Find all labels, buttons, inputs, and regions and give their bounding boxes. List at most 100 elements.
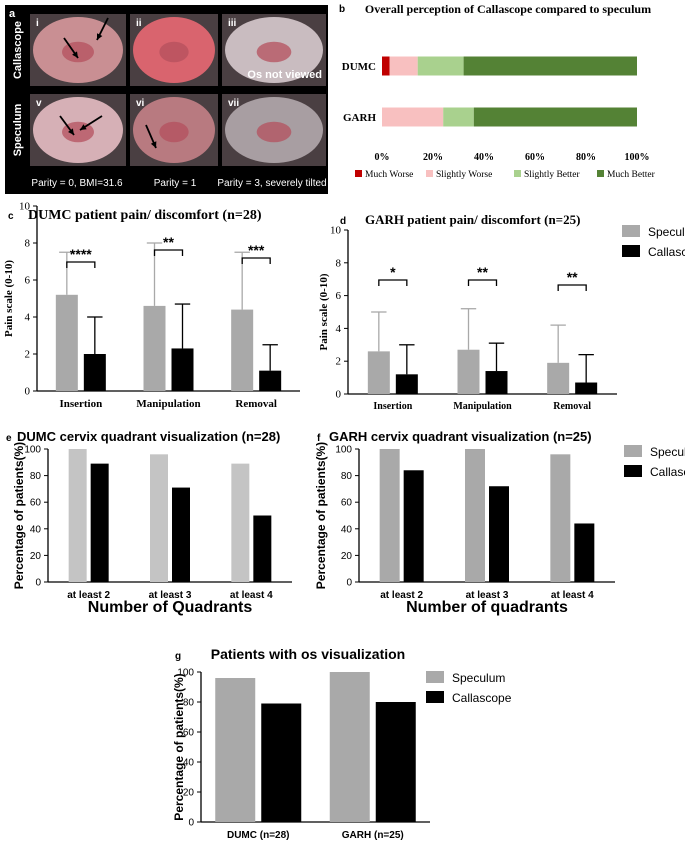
significance-stars: **	[477, 264, 488, 280]
bar-callascope	[83, 354, 106, 391]
photo-cell: v	[30, 94, 126, 166]
chart-layer: b Overall perception of Callascope compar…	[3, 2, 685, 841]
bar-speculum	[143, 305, 166, 391]
y-tick-label: 0	[35, 578, 41, 589]
bar-speculum	[457, 349, 480, 394]
y-tick-label: 10	[330, 225, 342, 237]
category-label: GARH	[343, 112, 376, 124]
y-tick-label: 80	[183, 698, 195, 709]
legend-swatch	[624, 445, 642, 457]
category-label: at least 4	[230, 590, 273, 601]
chart-panel-c: c DUMC patient pain/ discomfort (n=28) 0 2 4…	[3, 201, 300, 410]
arrow-head-icon	[97, 33, 103, 40]
photo-caption: Parity = 1	[154, 178, 197, 189]
y-tick-label: 100	[177, 668, 194, 679]
y-axis-label: Percentage of patients(%)	[12, 442, 26, 589]
chart-panel-e: e DUMC cervix quadrant visualization (n=2…	[6, 429, 292, 616]
y-axis-label: Pain scale (0-10)	[318, 273, 330, 350]
significance-stars: **	[567, 269, 578, 285]
legend-label: Callascope	[452, 691, 512, 705]
y-tick-label: 20	[183, 788, 195, 799]
stacked-bar-segment	[382, 107, 444, 127]
x-tick-label: 80%	[576, 152, 596, 163]
bar-speculum	[367, 351, 390, 394]
y-tick-label: 40	[341, 524, 353, 535]
bar-speculum	[231, 309, 254, 391]
y-tick-label: 0	[25, 386, 31, 398]
significance-stars: **	[163, 234, 174, 250]
bar-callascope	[403, 470, 424, 582]
y-tick-label: 60	[341, 498, 353, 509]
panel-letter-f: f	[317, 433, 321, 444]
category-label: Manipulation	[136, 398, 200, 410]
category-label: Insertion	[373, 401, 412, 412]
x-tick-label: 20%	[423, 152, 443, 163]
y-tick-label: 2	[25, 349, 31, 361]
y-tick-label: 80	[30, 471, 42, 482]
legend-swatch	[622, 225, 640, 237]
photo-numeral: i	[36, 18, 39, 29]
bar-callascope	[253, 515, 272, 582]
y-tick-label: 6	[336, 290, 342, 302]
os-region	[256, 41, 292, 63]
row-label: Callascope	[12, 21, 24, 79]
legend-swatch	[426, 671, 444, 683]
category-label: at least 2	[67, 590, 110, 601]
bar-callascope	[171, 348, 194, 391]
category-label: Manipulation	[453, 401, 512, 412]
y-tick-label: 8	[336, 257, 342, 269]
panel-letter-d: d	[340, 216, 346, 227]
x-tick-label: 100%	[625, 152, 650, 163]
category-label: GARH (n=25)	[342, 830, 404, 841]
bar-callascope	[395, 374, 418, 394]
bar-callascope	[375, 702, 416, 822]
y-tick-label: 100	[24, 445, 41, 456]
legend-label: Speculum	[650, 445, 685, 459]
legend-label: Speculum	[452, 671, 505, 685]
y-tick-label: 6	[25, 275, 31, 287]
photo-cell: ii	[96, 14, 218, 86]
photo-cell: i	[30, 14, 126, 86]
y-tick-label: 20	[30, 551, 42, 562]
chart-title: Patients with os visualization	[211, 646, 405, 662]
legend-swatch	[426, 170, 433, 177]
stacked-bar-segment	[382, 56, 390, 76]
bar-speculum	[68, 449, 87, 582]
photo-cell: vi	[130, 94, 218, 166]
significance-bracket	[467, 279, 498, 286]
significance-bracket	[378, 279, 408, 286]
bar-speculum	[465, 449, 485, 582]
legend-label: Slightly Better	[524, 170, 581, 180]
row-label: Speculum	[12, 104, 24, 157]
x-tick-label: 0%	[375, 152, 390, 163]
panel-letter-e: e	[6, 433, 12, 444]
chart-panel-b: b Overall perception of Callascope compar…	[339, 2, 656, 180]
bar-speculum	[150, 454, 168, 582]
category-label: at least 3	[149, 590, 192, 601]
category-label: at least 3	[466, 590, 509, 601]
bar-callascope	[172, 487, 190, 582]
significance-bracket	[241, 257, 271, 264]
photo-numeral: ii	[136, 18, 142, 29]
photo-numeral: v	[36, 98, 42, 109]
y-tick-label: 0	[188, 818, 194, 829]
y-tick-label: 0	[346, 578, 352, 589]
y-tick-label: 4	[336, 323, 342, 335]
y-tick-label: 20	[341, 551, 353, 562]
chart-title: DUMC patient pain/ discomfort (n=28)	[28, 208, 262, 223]
bar-speculum	[231, 463, 250, 582]
legend-label: Speculum	[648, 225, 685, 239]
bar-callascope	[575, 382, 598, 394]
panel-letter-b: b	[339, 4, 345, 15]
legend-swatch	[426, 691, 444, 703]
x-axis-label: Number of quadrants	[406, 599, 568, 616]
y-tick-label: 4	[25, 312, 31, 324]
legend-label: Much Worse	[365, 170, 413, 180]
photo-caption: Parity = 3, severely tilted	[217, 178, 326, 189]
chart-title: Overall perception of Callascope compare…	[365, 2, 651, 16]
chart-title: GARH patient pain/ discomfort (n=25)	[365, 212, 580, 227]
legend-swatch	[514, 170, 521, 177]
photo-numeral: vi	[136, 98, 145, 109]
category-label: Insertion	[59, 398, 102, 410]
photo-cell: vii	[79, 94, 326, 166]
